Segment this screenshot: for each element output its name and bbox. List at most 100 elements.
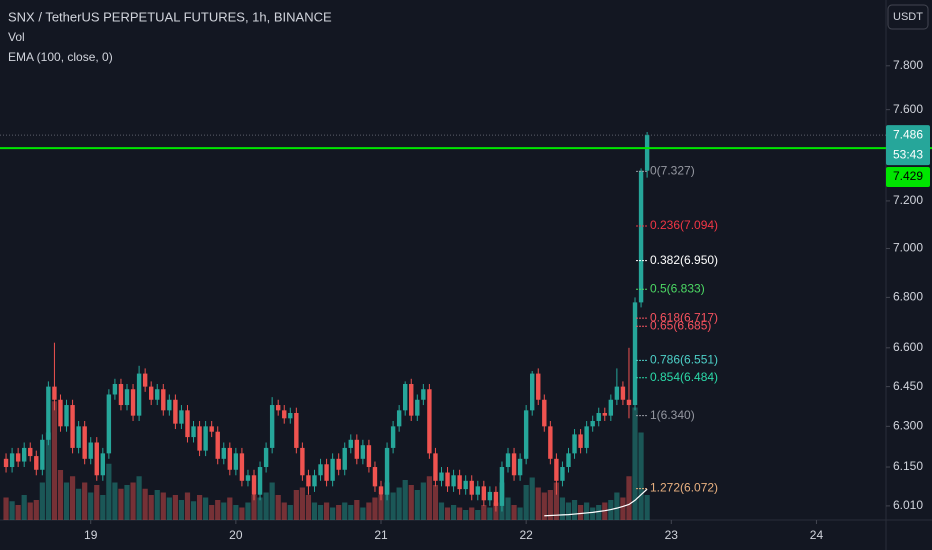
volume-bar	[257, 497, 263, 520]
candle-body	[148, 386, 154, 400]
candle-body	[21, 447, 27, 462]
y-tick-label: 7.600	[893, 102, 923, 116]
plot-area	[0, 132, 886, 520]
candle-body	[245, 475, 251, 481]
candle-body	[620, 386, 626, 400]
volume-bar	[414, 490, 420, 520]
y-tick-label: 6.150	[893, 459, 923, 473]
volume-bar	[106, 463, 112, 520]
volume-bar	[27, 502, 33, 520]
volume-bar	[221, 502, 227, 520]
volume-bar	[553, 482, 559, 520]
candle-body	[354, 439, 360, 459]
volume-bar	[390, 492, 396, 520]
volume-bar	[481, 505, 487, 520]
volume-bar	[287, 505, 293, 520]
volume-bar	[487, 507, 493, 520]
volume-bar	[178, 500, 185, 520]
volume-bar	[57, 470, 64, 520]
candle-body	[366, 445, 372, 468]
candle-body	[239, 453, 245, 481]
candle-body	[384, 447, 390, 495]
candle-body	[644, 135, 650, 171]
candle-body	[179, 410, 184, 424]
candle-body	[396, 410, 402, 427]
candle-body	[58, 399, 63, 427]
candle-body	[542, 399, 547, 427]
candle-body	[463, 480, 468, 490]
volume-bar	[215, 500, 221, 520]
volume-bar	[336, 505, 342, 520]
candle-body	[263, 447, 269, 468]
volume-bar	[596, 505, 602, 520]
fib-label: 0(7.327)	[650, 164, 695, 178]
candle-body	[64, 405, 69, 427]
candle-body	[312, 475, 317, 487]
candle-body	[415, 399, 420, 416]
candle-body	[324, 464, 329, 481]
volume-bar	[233, 505, 239, 520]
candle-body	[46, 386, 51, 440]
candle-body	[306, 475, 311, 487]
volume-bar	[450, 505, 457, 520]
y-tick-label: 7.200	[893, 193, 923, 207]
volume-bar	[396, 487, 402, 520]
candle-body	[554, 458, 559, 481]
fib-label: 0.854(6.484)	[650, 370, 718, 384]
countdown-label: 53:43	[893, 147, 923, 161]
candle-body	[34, 456, 39, 470]
candle-body	[632, 302, 638, 406]
candle-body	[342, 447, 347, 470]
currency-button[interactable]	[887, 4, 929, 30]
chart-title: SNX / TetherUS PERPETUAL FUTURES, 1h, BI…	[8, 9, 332, 24]
candle-body	[457, 475, 462, 490]
candle-body	[572, 434, 577, 454]
candle-body	[578, 434, 583, 448]
fib-label: 1.272(6.072)	[650, 481, 718, 495]
currency-label[interactable]: USDT	[893, 11, 923, 23]
x-tick-label: 21	[374, 528, 388, 542]
volume-bar	[317, 505, 324, 520]
candle-body	[191, 426, 196, 438]
candle-body	[100, 453, 106, 476]
candle-body	[403, 384, 408, 411]
volume-bar	[547, 490, 553, 520]
volume-bar	[3, 497, 9, 520]
volume-bar	[263, 492, 269, 520]
volume-bar	[559, 497, 566, 520]
volume-bar	[136, 476, 142, 520]
volume-bar	[245, 502, 251, 520]
volume-bar	[160, 492, 166, 520]
volume-bar	[281, 502, 287, 520]
candle-body	[142, 373, 148, 387]
candle-body	[197, 426, 202, 451]
volume-bar	[354, 500, 360, 520]
volume-bar	[565, 502, 572, 520]
volume-bar	[251, 495, 257, 520]
volume-bar	[94, 485, 100, 520]
candle-body	[76, 426, 81, 448]
volume-bar	[166, 497, 172, 520]
candle-body	[251, 475, 257, 495]
candle-body	[233, 453, 239, 470]
volume-bar	[444, 507, 451, 520]
volume-bar	[227, 497, 233, 520]
volume-bar	[305, 495, 312, 520]
y-tick-label: 6.010	[893, 498, 923, 512]
volume-bar	[463, 510, 469, 520]
volume-bar	[190, 501, 197, 520]
candle-body	[590, 420, 595, 427]
candle-body	[9, 453, 15, 468]
volume-bar	[457, 507, 463, 520]
candle-body	[548, 426, 553, 459]
candle-body	[584, 426, 589, 448]
volume-bar	[584, 502, 590, 520]
volume-bar	[644, 495, 650, 520]
candle-body	[88, 442, 93, 459]
candle-body	[427, 389, 432, 454]
volume-bar	[348, 505, 354, 520]
candle-body	[439, 472, 444, 481]
candle-body	[614, 386, 620, 400]
y-tick-label: 6.450	[893, 379, 923, 393]
